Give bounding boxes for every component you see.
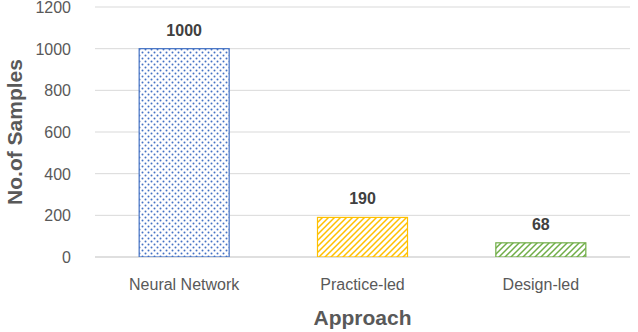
y-axis-title: No.of Samples <box>3 59 26 205</box>
bar <box>496 243 586 257</box>
data-label: 1000 <box>166 22 202 39</box>
data-label: 68 <box>532 216 550 233</box>
y-tick-label: 1200 <box>35 0 71 16</box>
data-label: 190 <box>349 190 376 207</box>
chart-svg: 0 200 400 600 800 1000 1200 1000 190 68 Neural Net… <box>0 0 638 332</box>
x-tick-label: Practice-led <box>320 276 404 293</box>
y-tick-label: 1000 <box>35 41 71 58</box>
y-tick-label: 0 <box>62 249 71 266</box>
grid-line <box>95 7 630 8</box>
grid <box>95 7 630 257</box>
y-tick-label: 200 <box>44 207 71 224</box>
y-tick-label: 400 <box>44 166 71 183</box>
bars <box>139 49 586 257</box>
bar <box>318 217 408 257</box>
y-tick-label: 800 <box>44 82 71 99</box>
x-tick-label: Neural Network <box>129 276 240 293</box>
chart-container: 0 200 400 600 800 1000 1200 1000 190 68 Neural Net… <box>0 0 638 332</box>
x-axis-title: Approach <box>313 306 411 329</box>
x-tick-label: Design-led <box>503 276 579 293</box>
bar <box>139 49 229 257</box>
y-tick-label: 600 <box>44 124 71 141</box>
